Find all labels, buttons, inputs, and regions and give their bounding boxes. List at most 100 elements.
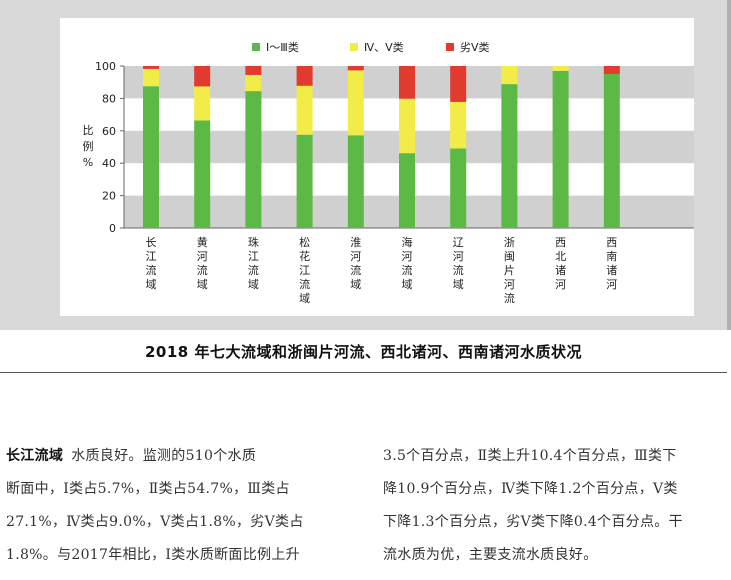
x-category-label-char: 流 xyxy=(248,263,259,277)
x-category-label-char: 域 xyxy=(248,278,259,291)
bar-segment xyxy=(603,66,620,74)
bar-segment xyxy=(296,66,313,86)
text-column-right: 3.5个百分点，Ⅱ类上升10.4个百分点，Ⅲ类下 降10.9个百分点，Ⅳ类下降1… xyxy=(383,440,728,572)
x-category-label-char: 辽 xyxy=(453,236,464,249)
stacked-bar-chart: 020406080100比例%长江流域黄河流域珠江流域松花江流域淮河流域海河流域… xyxy=(83,40,694,305)
bar-segment xyxy=(399,153,415,228)
bar-segment xyxy=(347,70,364,136)
bar-segment xyxy=(245,66,262,75)
y-tick-label: 40 xyxy=(102,157,116,170)
bar-segment xyxy=(450,66,467,102)
bar-segment xyxy=(194,66,211,87)
x-category-label-char: 流 xyxy=(350,263,361,277)
x-category-label-char: 诸 xyxy=(555,264,566,277)
x-category-label-char: 淮 xyxy=(350,236,361,249)
text-line: 下降1.3个百分点，劣Ⅴ类下降0.4个百分点。干 xyxy=(383,514,683,530)
x-category-label-char: 流 xyxy=(402,263,413,277)
text-line: 流水质为优，主要支流水质良好。 xyxy=(383,547,598,563)
x-category-label-char: 河 xyxy=(453,250,464,263)
x-category-label-char: 域 xyxy=(146,278,157,291)
y-tick-label: 80 xyxy=(102,92,116,105)
x-category-label-char: 江 xyxy=(248,250,259,263)
x-category-label-char: 闽 xyxy=(504,250,515,263)
x-category-label-char: 北 xyxy=(555,250,566,263)
bar-segment xyxy=(399,66,415,99)
bar-segment xyxy=(194,120,211,228)
x-category-label-char: 域 xyxy=(350,278,361,291)
y-tick-label: 60 xyxy=(102,125,116,138)
text-line: 长江流域 水质良好。监测的510个水质 xyxy=(6,440,341,473)
x-category-label-char: 流 xyxy=(453,263,464,277)
text-line: 1.8%。与2017年相比，Ⅰ类水质断面比例上升 xyxy=(6,547,300,563)
x-category-label-char: 珠 xyxy=(248,235,259,249)
x-category-label-char: 流 xyxy=(146,263,157,277)
text-line: 降10.9个百分点，Ⅳ类下降1.2个百分点，Ⅴ类 xyxy=(383,481,678,497)
y-axis-label-char: 例 xyxy=(83,139,94,153)
x-category-label-char: 流 xyxy=(504,291,515,305)
bar-segment xyxy=(143,86,159,228)
x-category-label-char: 江 xyxy=(299,264,310,277)
x-category-label-char: 域 xyxy=(453,278,464,291)
bar-segment xyxy=(143,68,159,87)
bar-segment xyxy=(245,74,262,92)
y-axis-label-char: 比 xyxy=(83,124,94,137)
bar-segment xyxy=(143,66,159,69)
figure-panel: 0 20 40 60 80 100 比例% 长江流域黄河流域珠江流域松花江流域淮河流域海河流域… xyxy=(0,0,731,330)
legend-label: Ⅰ～Ⅲ类 xyxy=(266,40,299,54)
bar-segment xyxy=(194,86,211,121)
x-category-label-char: 流 xyxy=(197,263,208,277)
x-category-label-char: 浙 xyxy=(504,236,515,249)
x-category-label-char: 松 xyxy=(299,235,310,249)
bar-segment xyxy=(296,85,313,135)
text-line-content: 水质良好。监测的510个水质 xyxy=(71,448,257,464)
x-category-label-char: 海 xyxy=(402,235,413,249)
bar-segment xyxy=(501,84,518,228)
caption-bar: 2018 年七大流域和浙闽片河流、西北诸河、西南诸河水质状况 xyxy=(0,330,727,373)
x-category-label-char: 长 xyxy=(146,236,157,249)
paragraph-heading: 长江流域 xyxy=(6,448,64,464)
bar-segment xyxy=(552,66,569,71)
bar-segment xyxy=(347,66,364,71)
x-category-label-char: 流 xyxy=(299,277,310,291)
legend-swatch xyxy=(252,43,260,51)
y-tick-label: 0 xyxy=(109,222,116,235)
x-category-label-char: 河 xyxy=(350,250,361,263)
x-category-label-char: 河 xyxy=(402,250,413,263)
x-category-label-char: 诸 xyxy=(606,264,617,277)
bar-segment xyxy=(501,66,518,85)
x-category-label-char: 花 xyxy=(299,250,310,263)
x-category-label-char: 片 xyxy=(504,264,515,277)
legend-label: 劣Ⅴ类 xyxy=(460,40,490,54)
x-category-label-char: 域 xyxy=(299,292,310,305)
bar-segment xyxy=(603,73,620,228)
bar-segment xyxy=(399,98,415,154)
x-category-label-char: 西 xyxy=(606,236,617,249)
x-category-label-char: 河 xyxy=(504,278,515,291)
x-category-label-char: 河 xyxy=(606,278,617,291)
x-category-label-char: 河 xyxy=(555,278,566,291)
bar-segment xyxy=(552,70,569,228)
x-category-label-char: 黄 xyxy=(197,235,208,249)
text-column-left: 长江流域 水质良好。监测的510个水质 断面中，Ⅰ类占5.7%，Ⅱ类占54.7%，… xyxy=(6,440,341,572)
text-line: 27.1%，Ⅳ类占9.0%，Ⅴ类占1.8%，劣Ⅴ类占 xyxy=(6,514,304,530)
legend-swatch xyxy=(350,43,358,51)
bar-segment xyxy=(245,91,262,228)
x-category-label-char: 江 xyxy=(146,250,157,263)
text-line: 3.5个百分点，Ⅱ类上升10.4个百分点，Ⅲ类下 xyxy=(383,448,677,464)
chart-card: 0 20 40 60 80 100 比例% 长江流域黄河流域珠江流域松花江流域淮河流域海河流域… xyxy=(60,18,694,316)
x-category-label-char: 河 xyxy=(197,250,208,263)
x-category-label-char: 域 xyxy=(197,278,208,291)
bar-segment xyxy=(296,134,313,228)
y-tick-label: 20 xyxy=(102,190,116,203)
bar-segment xyxy=(450,148,467,228)
figure-caption: 2018 年七大流域和浙闽片河流、西北诸河、西南诸河水质状况 xyxy=(145,342,582,361)
x-category-label-char: 南 xyxy=(606,250,617,263)
text-line: 断面中，Ⅰ类占5.7%，Ⅱ类占54.7%，Ⅲ类占 xyxy=(6,481,290,497)
bar-segment xyxy=(347,135,364,228)
legend-swatch xyxy=(446,43,454,51)
y-tick-label: 100 xyxy=(95,60,116,73)
x-category-label-char: 域 xyxy=(402,278,413,291)
legend-label: Ⅳ、Ⅴ类 xyxy=(364,40,404,54)
bar-segment xyxy=(450,101,467,149)
y-axis-label-char: % xyxy=(83,156,93,169)
